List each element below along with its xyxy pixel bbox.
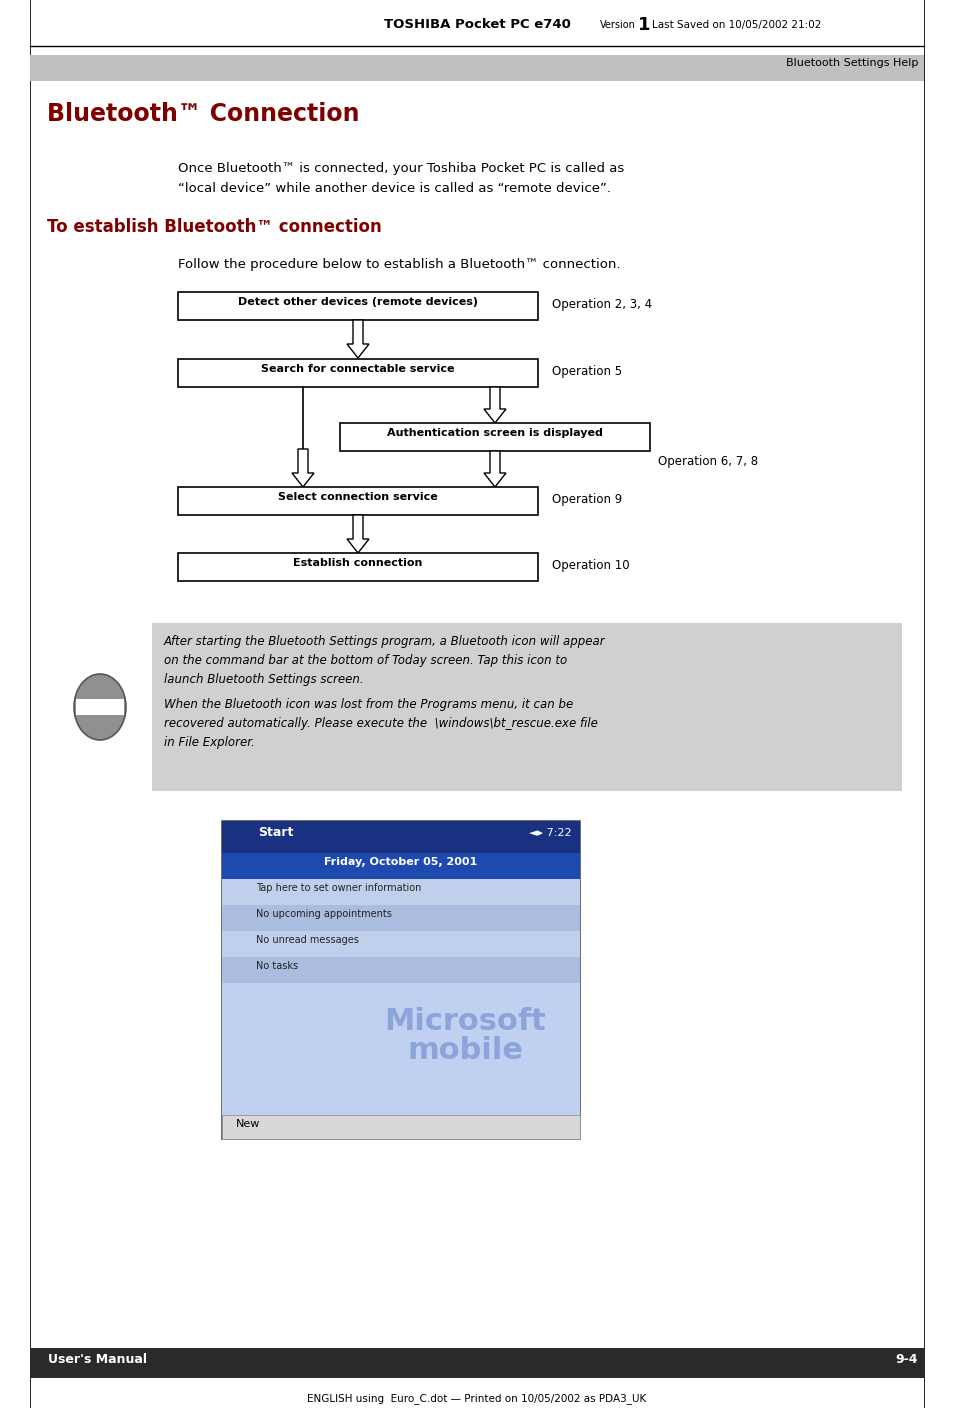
Text: Authentication screen is displayed: Authentication screen is displayed (387, 428, 602, 438)
Text: Detect other devices (remote devices): Detect other devices (remote devices) (237, 297, 477, 307)
Text: When the Bluetooth icon was lost from the Programs menu, it can be: When the Bluetooth icon was lost from th… (164, 698, 573, 711)
Text: ◄▸ 7:22: ◄▸ 7:22 (529, 828, 572, 838)
Text: Start: Start (257, 826, 294, 839)
Bar (76, 698, 124, 715)
Bar (178, 487, 537, 515)
Bar (152, 622, 901, 791)
Text: Tap here to set owner information: Tap here to set owner information (255, 883, 421, 893)
Text: launch Bluetooth Settings screen.: launch Bluetooth Settings screen. (164, 673, 363, 686)
Text: ENGLISH using  Euro_C.dot — Printed on 10/05/2002 as PDA3_UK: ENGLISH using Euro_C.dot — Printed on 10… (307, 1393, 646, 1404)
Text: Select connection service: Select connection service (278, 491, 437, 503)
Text: User's Manual: User's Manual (48, 1353, 147, 1366)
Text: Operation 9: Operation 9 (552, 493, 621, 505)
Text: New: New (235, 1119, 260, 1129)
Text: Once Bluetooth™ is connected, your Toshiba Pocket PC is called as: Once Bluetooth™ is connected, your Toshi… (178, 162, 623, 175)
Text: Establish connection: Establish connection (293, 558, 422, 567)
Bar (222, 821, 579, 853)
Text: Microsoft
mobile: Microsoft mobile (384, 1007, 546, 1064)
Polygon shape (483, 451, 505, 487)
Bar (30, 55, 923, 82)
Polygon shape (347, 320, 369, 358)
Bar (30, 1347, 923, 1378)
Text: TOSHIBA Pocket PC e740: TOSHIBA Pocket PC e740 (383, 18, 570, 31)
Text: Operation 2, 3, 4: Operation 2, 3, 4 (552, 298, 652, 311)
Text: Operation 10: Operation 10 (552, 559, 629, 572)
Text: To establish Bluetooth™ connection: To establish Bluetooth™ connection (47, 218, 381, 237)
Text: Last Saved on 10/05/2002 21:02: Last Saved on 10/05/2002 21:02 (651, 20, 821, 30)
Text: 9-4: 9-4 (895, 1353, 917, 1366)
Bar (222, 853, 579, 879)
Polygon shape (292, 449, 314, 487)
Text: recovered automatically. Please execute the  \windows\bt_rescue.exe file: recovered automatically. Please execute … (164, 717, 598, 729)
Polygon shape (483, 387, 505, 422)
Text: No upcoming appointments: No upcoming appointments (255, 910, 392, 919)
Text: After starting the Bluetooth Settings program, a Bluetooth icon will appear: After starting the Bluetooth Settings pr… (164, 635, 605, 648)
Bar (178, 291, 537, 320)
Text: No unread messages: No unread messages (255, 935, 358, 945)
Bar (222, 821, 579, 1139)
Bar (178, 359, 537, 387)
Ellipse shape (74, 674, 126, 741)
Text: Search for connectable service: Search for connectable service (261, 365, 455, 375)
Bar (222, 879, 579, 905)
Text: No tasks: No tasks (255, 962, 297, 972)
Text: Operation 6, 7, 8: Operation 6, 7, 8 (658, 455, 758, 467)
Text: 1: 1 (638, 15, 650, 34)
Text: in File Explorer.: in File Explorer. (164, 736, 254, 749)
Text: Bluetooth™ Connection: Bluetooth™ Connection (47, 101, 359, 125)
Text: “local device” while another device is called as “remote device”.: “local device” while another device is c… (178, 182, 610, 194)
Bar (222, 983, 579, 1115)
Bar (222, 957, 579, 983)
Bar (222, 931, 579, 957)
Bar (222, 1115, 579, 1139)
Text: Version: Version (599, 20, 636, 30)
Text: on the command bar at the bottom of Today screen. Tap this icon to: on the command bar at the bottom of Toda… (164, 653, 567, 667)
Text: Bluetooth Settings Help: Bluetooth Settings Help (785, 58, 917, 68)
Bar (339, 422, 649, 451)
Polygon shape (347, 515, 369, 553)
Text: Friday, October 05, 2001: Friday, October 05, 2001 (324, 857, 477, 867)
Bar (178, 553, 537, 582)
Bar (222, 905, 579, 931)
Text: Operation 5: Operation 5 (552, 365, 621, 377)
Text: Follow the procedure below to establish a Bluetooth™ connection.: Follow the procedure below to establish … (178, 258, 619, 270)
